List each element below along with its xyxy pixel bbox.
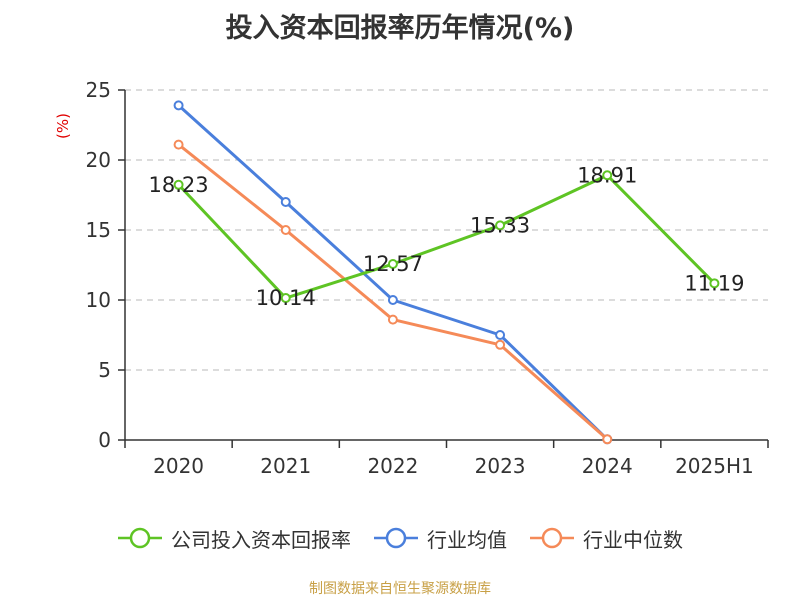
legend-label: 行业均值	[427, 527, 507, 552]
x-tick-label: 2022	[367, 454, 418, 478]
legend-item[interactable]: 公司投入资本回报率	[117, 524, 351, 553]
data-labels: 18.23 10.14 12.57 15.33 18.91 11.19	[149, 163, 745, 310]
data-point	[602, 434, 613, 445]
x-tick-label: 2023	[475, 454, 526, 478]
data-point	[495, 339, 506, 350]
data-label: 11.19	[684, 271, 744, 295]
source-note: 制图数据来自恒生聚源数据库	[309, 581, 491, 597]
data-label: 12.57	[363, 252, 423, 276]
y-axis-label: (%)	[54, 113, 72, 139]
grid-lines	[125, 89, 768, 371]
data-point	[173, 100, 184, 111]
y-tick-label: 5	[98, 358, 111, 382]
legend-line-circle-icon	[530, 527, 574, 549]
chart-title: 投入资本回报率历年情况(%)	[225, 13, 575, 44]
data-label: 10.14	[256, 286, 316, 310]
x-tick-label: 2025H1	[675, 454, 754, 478]
data-point	[173, 179, 184, 190]
series-line	[177, 143, 609, 441]
data-point	[280, 293, 291, 304]
legend: 公司投入资本回报率 行业均值 行业中位数	[0, 518, 800, 558]
legend-line-circle-icon	[374, 527, 418, 549]
data-label: 18.91	[577, 163, 637, 187]
x-tick-label: 2021	[260, 454, 311, 478]
y-tick-label: 0	[98, 428, 111, 452]
legend-label: 行业中位数	[583, 527, 683, 552]
series-line	[177, 173, 716, 300]
series	[173, 100, 720, 445]
y-tick-label: 15	[86, 218, 111, 242]
data-point	[495, 220, 506, 231]
data-point	[280, 225, 291, 235]
legend-item[interactable]: 行业中位数	[529, 524, 683, 553]
data-label: 18.23	[149, 173, 209, 197]
x-tick-label: 2024	[582, 454, 633, 478]
data-point	[173, 139, 184, 150]
data-point	[602, 170, 613, 181]
data-point	[387, 259, 398, 270]
y-tick-label: 25	[86, 78, 111, 102]
x-tick-label: 2020	[153, 454, 204, 478]
legend-item[interactable]: 行业均值	[373, 524, 507, 553]
legend-label: 公司投入资本回报率	[171, 527, 351, 552]
y-tick-label: 20	[86, 148, 111, 172]
data-label: 15.33	[470, 213, 530, 237]
legend-line-circle-icon	[118, 527, 162, 549]
data-point	[495, 330, 506, 340]
data-point	[387, 314, 398, 325]
data-point	[280, 197, 291, 207]
axes: 0 5 10 15 20 25 (%) 2020 2021 2022 2023 2024 2025H1	[54, 78, 769, 478]
data-point	[709, 278, 720, 289]
data-point	[387, 295, 398, 305]
y-tick-label: 10	[86, 288, 111, 312]
